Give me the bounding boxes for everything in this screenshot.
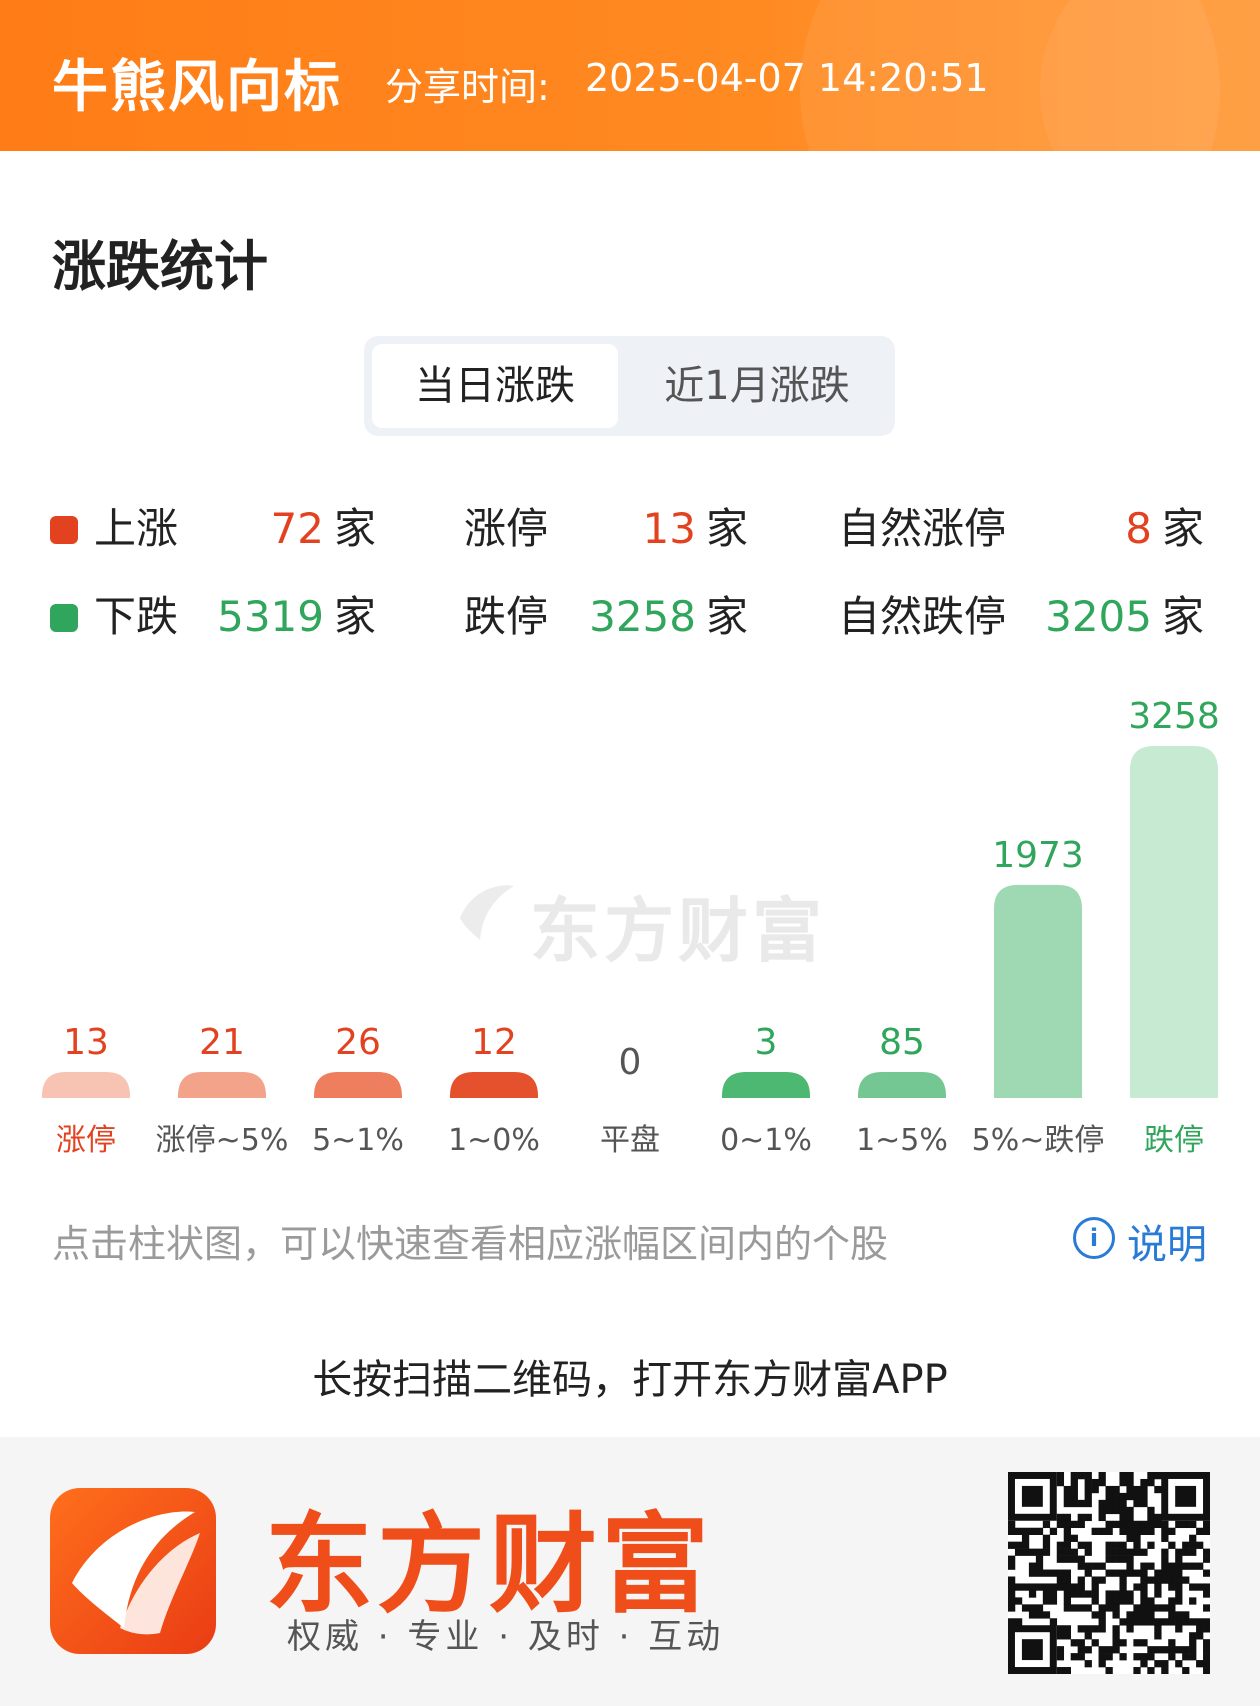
- limit-up-label: 涨停: [464, 504, 549, 553]
- down-label: 下跌: [94, 592, 179, 641]
- category-label: 0~1%: [720, 1123, 812, 1158]
- category-label: 平盘: [600, 1123, 660, 1158]
- hint-text: 点击柱状图，可以快速查看相应涨幅区间内的个股: [52, 1222, 889, 1266]
- chart-bar[interactable]: [858, 1072, 946, 1098]
- tab-switcher: 当日涨跌 近1月涨跌: [364, 336, 895, 436]
- unit-label: 家: [1162, 504, 1205, 553]
- category-label: 涨停: [56, 1123, 116, 1158]
- info-button[interactable]: 说明: [1127, 1222, 1207, 1268]
- chart-bar[interactable]: [314, 1072, 402, 1098]
- chart-bar[interactable]: [178, 1072, 266, 1098]
- info-icon[interactable]: i: [1073, 1217, 1115, 1259]
- header-decoration: [1040, 0, 1260, 151]
- bar-chart[interactable]: 13 涨停 21 涨停~5% 26 5~1% 12 1~0% 0 平盘 3 0~1% 85 1~5% 197…: [0, 680, 1260, 1160]
- chart-bar[interactable]: [722, 1072, 810, 1098]
- unit-label: 家: [334, 504, 377, 553]
- limit-down-label: 跌停: [464, 592, 549, 641]
- chart-bar[interactable]: [1130, 746, 1218, 1098]
- natural-limit-down-label: 自然跌停: [838, 592, 1007, 641]
- up-count: 72: [270, 504, 324, 553]
- natural-limit-up-count: 8: [1125, 504, 1152, 553]
- category-label: 5%~跌停: [972, 1123, 1105, 1158]
- bar-value-label: 12: [471, 1022, 517, 1063]
- bar-value-label: 13: [63, 1022, 109, 1063]
- tab-monthly[interactable]: 近1月涨跌: [664, 363, 850, 409]
- brand-slogan: 权威 · 专业 · 及时 · 互动: [287, 1617, 725, 1657]
- logo-swoosh-icon: [72, 1511, 200, 1635]
- section-title: 涨跌统计: [52, 235, 268, 298]
- watermark-text: 东方财富: [530, 890, 826, 972]
- bar-value-label: 0: [619, 1042, 642, 1083]
- category-label: 涨停~5%: [156, 1123, 289, 1158]
- up-label: 上涨: [94, 504, 179, 553]
- tab-daily[interactable]: 当日涨跌: [372, 344, 618, 428]
- chart-bar[interactable]: [42, 1072, 130, 1098]
- category-label: 1~5%: [856, 1123, 948, 1158]
- down-legend-dot: [50, 604, 78, 632]
- scan-instruction: 长按扫描二维码，打开东方财富APP: [312, 1357, 948, 1403]
- watermark-logo-icon: [460, 885, 514, 940]
- header-bar: 牛熊风向标 分享时间: 2025-04-07 14:20:51: [0, 0, 1260, 151]
- qr-code-icon[interactable]: [1008, 1472, 1210, 1674]
- bar-value-label: 3: [755, 1022, 778, 1063]
- unit-label: 家: [706, 592, 749, 641]
- down-count: 5319: [217, 592, 324, 641]
- category-label: 5~1%: [312, 1123, 404, 1158]
- chart-bar[interactable]: [994, 884, 1082, 1098]
- bar-value-label: 21: [199, 1022, 245, 1063]
- bar-value-label: 26: [335, 1022, 381, 1063]
- unit-label: 家: [1162, 592, 1205, 641]
- category-label: 跌停: [1144, 1123, 1204, 1158]
- app-title: 牛熊风向标: [52, 55, 342, 120]
- unit-label: 家: [706, 504, 749, 553]
- bar-value-label: 3258: [1128, 696, 1220, 737]
- natural-limit-up-label: 自然涨停: [838, 504, 1007, 553]
- limit-up-count: 13: [642, 504, 696, 553]
- share-time-value: 2025-04-07 14:20:51: [585, 56, 989, 100]
- bar-value-label: 1973: [992, 835, 1084, 876]
- bar-value-label: 85: [879, 1022, 925, 1063]
- unit-label: 家: [334, 592, 377, 641]
- brand-name: 东方财富: [265, 1503, 714, 1628]
- chart-bar[interactable]: [450, 1072, 538, 1098]
- header-decoration: [800, 0, 1220, 151]
- category-label: 1~0%: [448, 1123, 540, 1158]
- app-logo-icon: [50, 1488, 216, 1654]
- natural-limit-down-count: 3205: [1045, 592, 1152, 641]
- up-legend-dot: [50, 516, 78, 544]
- share-time-label: 分享时间:: [385, 65, 550, 109]
- limit-down-count: 3258: [589, 592, 696, 641]
